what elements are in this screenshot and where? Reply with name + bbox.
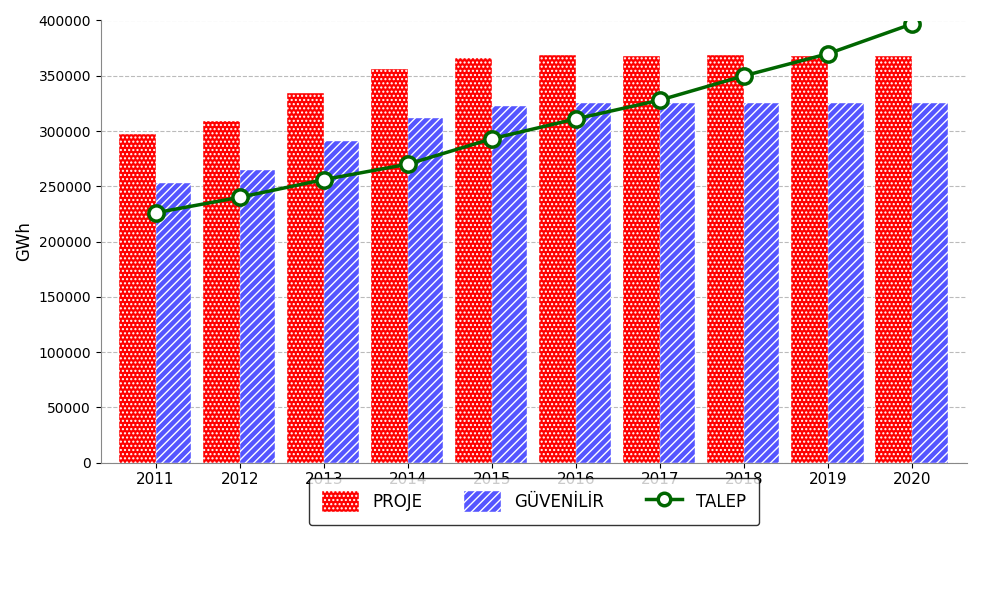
Bar	[624, 56, 660, 463]
Bar	[119, 134, 155, 463]
Bar	[625, 103, 695, 463]
Legend: PROJE, GÜVENİLİR, TALEP: PROJE, GÜVENİLİR, TALEP	[309, 478, 759, 525]
Bar	[792, 103, 863, 463]
Bar	[541, 103, 612, 463]
Bar	[371, 69, 408, 463]
Bar	[120, 183, 191, 463]
Bar	[372, 118, 443, 463]
Bar	[204, 170, 275, 463]
Bar	[539, 55, 576, 463]
Bar	[455, 58, 492, 463]
Bar	[791, 56, 828, 463]
Bar	[707, 55, 744, 463]
Bar	[289, 141, 359, 463]
Bar	[877, 103, 948, 463]
Bar	[457, 106, 527, 463]
Y-axis label: GWh: GWh	[15, 222, 33, 262]
Bar	[875, 56, 912, 463]
Bar	[709, 103, 780, 463]
Bar	[202, 121, 240, 463]
Bar	[287, 94, 324, 463]
